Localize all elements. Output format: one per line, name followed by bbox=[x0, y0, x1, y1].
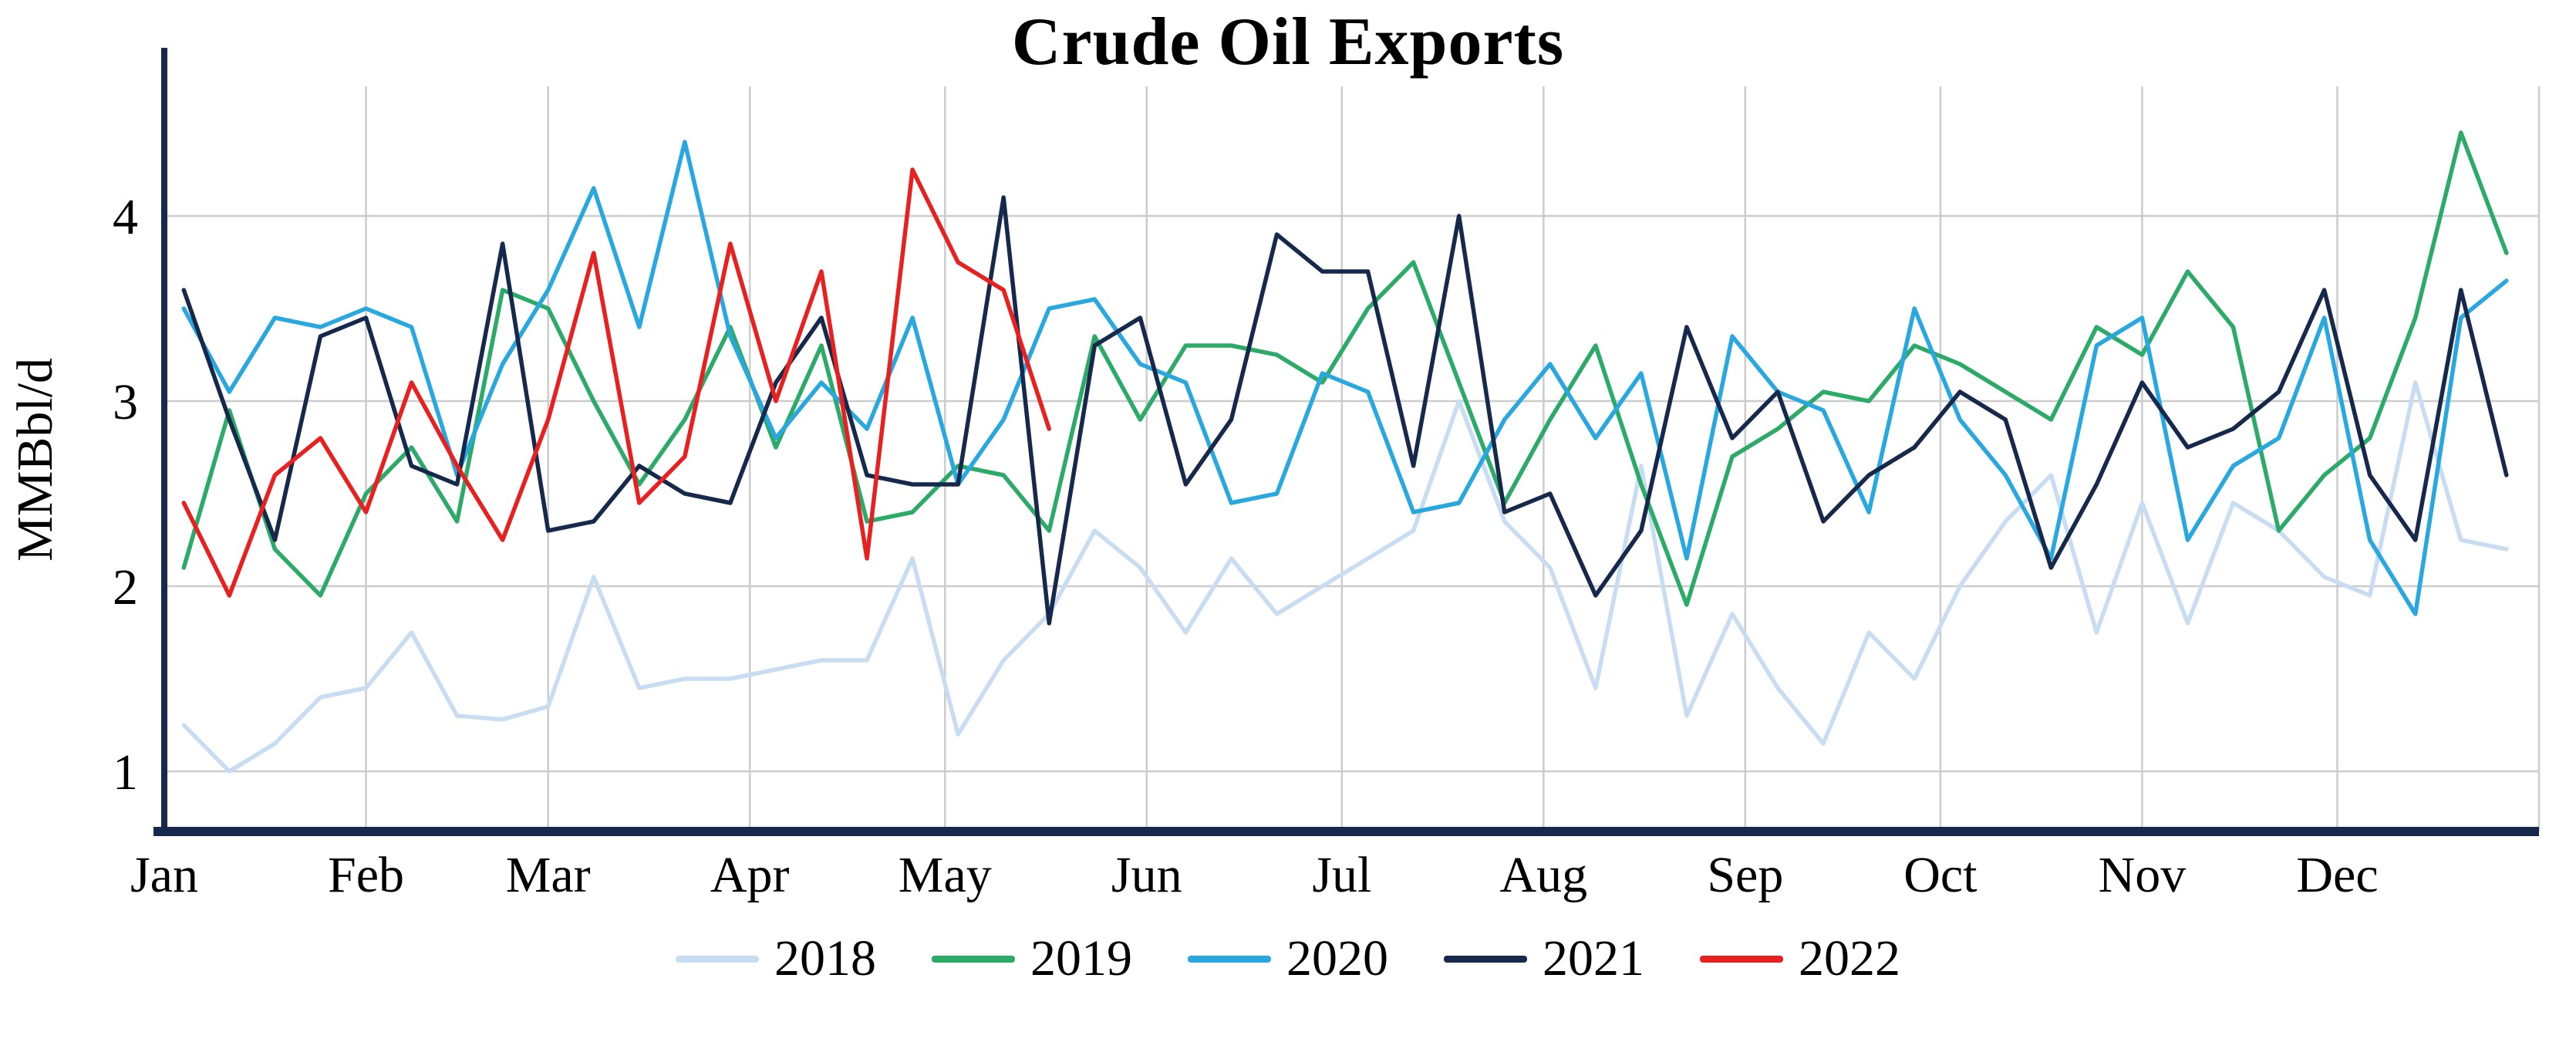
y-tick-label: 1 bbox=[113, 744, 138, 801]
series-line-2021 bbox=[181, 195, 2509, 626]
legend-label-2020: 2020 bbox=[1286, 930, 1388, 987]
x-tick-label: May bbox=[899, 847, 992, 903]
legend-swatch-2020 bbox=[1188, 955, 1271, 963]
series-line-2018 bbox=[181, 380, 2509, 774]
legend-swatch-2018 bbox=[676, 955, 759, 963]
x-tick-label: Nov bbox=[2099, 847, 2187, 903]
legend-label-2022: 2022 bbox=[1799, 930, 1900, 987]
x-tick-label: Mar bbox=[506, 847, 591, 903]
legend-label-2018: 2018 bbox=[774, 930, 876, 987]
x-tick-label: Jan bbox=[130, 847, 198, 903]
y-tick-label: 4 bbox=[113, 189, 138, 245]
x-tick-label: Apr bbox=[710, 847, 790, 903]
legend-item-2020: 2020 bbox=[1188, 929, 1388, 988]
legend-swatch-2021 bbox=[1444, 955, 1527, 963]
x-tick-label: Feb bbox=[328, 847, 404, 903]
x-tick-label: Dec bbox=[2296, 847, 2378, 903]
legend-swatch-2019 bbox=[932, 955, 1015, 963]
x-tick-label: Jun bbox=[1111, 847, 1182, 903]
series-line-2020 bbox=[181, 140, 2509, 616]
legend-item-2019: 2019 bbox=[932, 929, 1132, 988]
series-line-2022 bbox=[181, 167, 1051, 598]
legend-item-2022: 2022 bbox=[1700, 929, 1900, 988]
legend-swatch-2022 bbox=[1700, 955, 1783, 963]
legend-label-2021: 2021 bbox=[1543, 930, 1644, 987]
y-tick-label: 3 bbox=[113, 374, 138, 430]
chart-title: Crude Oil Exports bbox=[1011, 5, 1565, 79]
legend-label-2019: 2019 bbox=[1030, 930, 1132, 987]
chart-legend: 2018 2019 2020 2021 2022 bbox=[0, 929, 2576, 988]
y-tick-label: 2 bbox=[113, 559, 138, 616]
x-tick-label: Jul bbox=[1312, 847, 1371, 903]
legend-item-2018: 2018 bbox=[676, 929, 876, 988]
x-tick-label: Oct bbox=[1903, 847, 1977, 903]
series-line-2019 bbox=[181, 130, 2509, 607]
x-tick-label: Sep bbox=[1707, 847, 1783, 903]
legend-item-2021: 2021 bbox=[1444, 929, 1644, 988]
x-tick-label: Aug bbox=[1500, 847, 1588, 903]
